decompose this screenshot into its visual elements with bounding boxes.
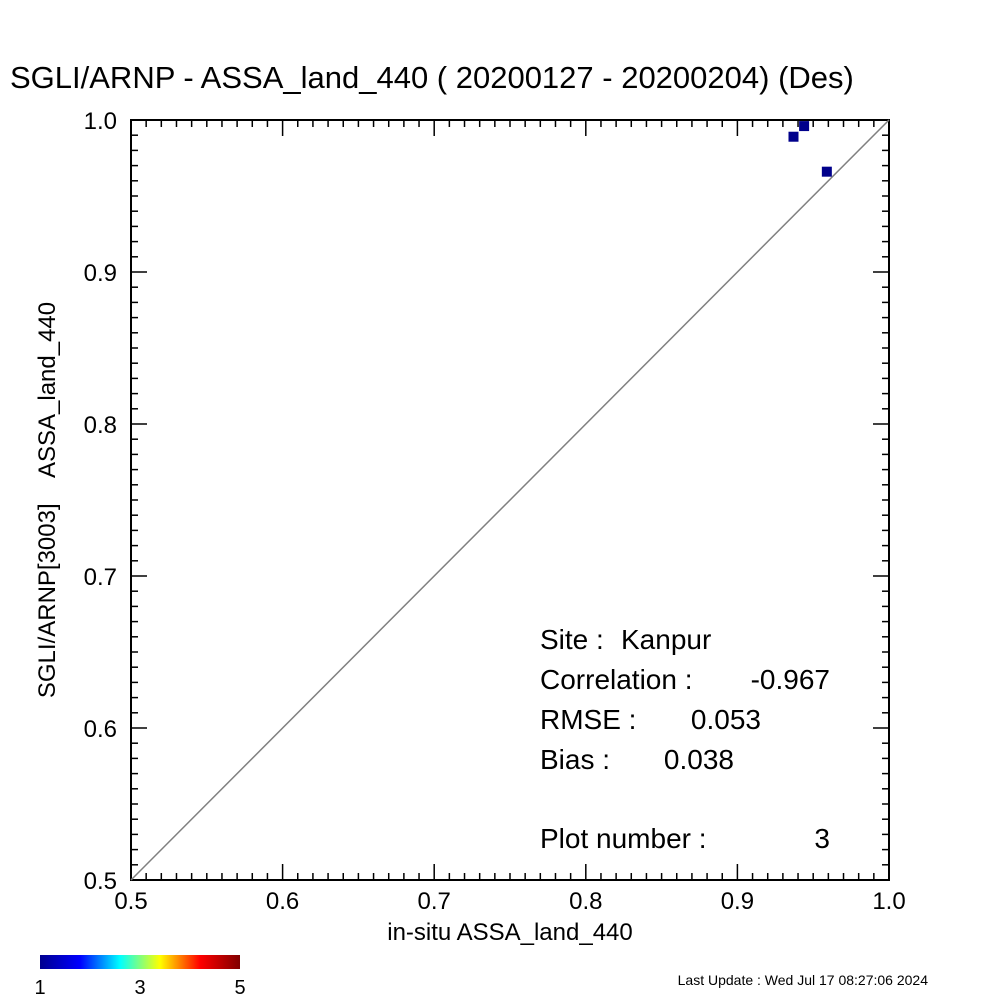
data-point bbox=[821, 166, 832, 177]
x-axis-label: in-situ ASSA_land_440 bbox=[387, 919, 633, 946]
correlation-label: Correlation : bbox=[540, 664, 693, 695]
data-point bbox=[788, 131, 799, 142]
y-tick-label: 0.7 bbox=[84, 564, 117, 591]
x-tick-label: 0.5 bbox=[114, 888, 147, 915]
y-tick-label: 1.0 bbox=[84, 108, 117, 135]
site-label: Site : bbox=[540, 624, 604, 655]
color-bar-max-label: 5 bbox=[234, 977, 245, 999]
rmse-label: RMSE : bbox=[540, 704, 636, 735]
x-tick-label: 1.0 bbox=[872, 888, 905, 915]
site-value: Kanpur bbox=[621, 624, 711, 655]
bias-label: Bias : bbox=[540, 744, 610, 775]
color-bar: 1 3 5 bbox=[34, 955, 246, 999]
y-tick-labels: 0.5 0.6 0.7 0.8 0.9 1.0 bbox=[84, 108, 117, 895]
chart-title: SGLI/ARNP - ASSA_land_440 ( 20200127 - 2… bbox=[10, 60, 854, 95]
x-tick-labels: 0.5 0.6 0.7 0.8 0.9 1.0 bbox=[114, 888, 905, 915]
axis-ticks bbox=[130, 119, 890, 881]
correlation-value: -0.967 bbox=[751, 664, 830, 695]
y-tick-label: 0.5 bbox=[84, 868, 117, 895]
bias-value: 0.038 bbox=[664, 744, 734, 775]
x-tick-label: 0.7 bbox=[418, 888, 451, 915]
data-points bbox=[788, 121, 832, 177]
color-bar-min-label: 1 bbox=[34, 977, 45, 999]
one-to-one-line bbox=[130, 119, 890, 881]
x-tick-label: 0.6 bbox=[266, 888, 299, 915]
x-tick-label: 0.8 bbox=[569, 888, 602, 915]
rmse-value: 0.053 bbox=[691, 704, 761, 735]
plot-number-value: 3 bbox=[814, 823, 830, 854]
x-tick-label: 0.9 bbox=[721, 888, 754, 915]
y-tick-label: 0.8 bbox=[84, 412, 117, 439]
data-point bbox=[799, 121, 810, 132]
y-tick-label: 0.6 bbox=[84, 716, 117, 743]
y-tick-label: 0.9 bbox=[84, 260, 117, 287]
last-update-text: Last Update : Wed Jul 17 08:27:06 2024 bbox=[678, 972, 929, 988]
color-bar-gradient bbox=[40, 955, 240, 969]
y-axis-label: SGLI/ARNP[3003] ASSA_land_440 bbox=[34, 302, 61, 698]
plot-number-label: Plot number : bbox=[540, 823, 707, 854]
color-bar-mid-label: 3 bbox=[134, 977, 145, 999]
stats-panel: Site : Kanpur Correlation : -0.967 RMSE … bbox=[540, 624, 830, 854]
